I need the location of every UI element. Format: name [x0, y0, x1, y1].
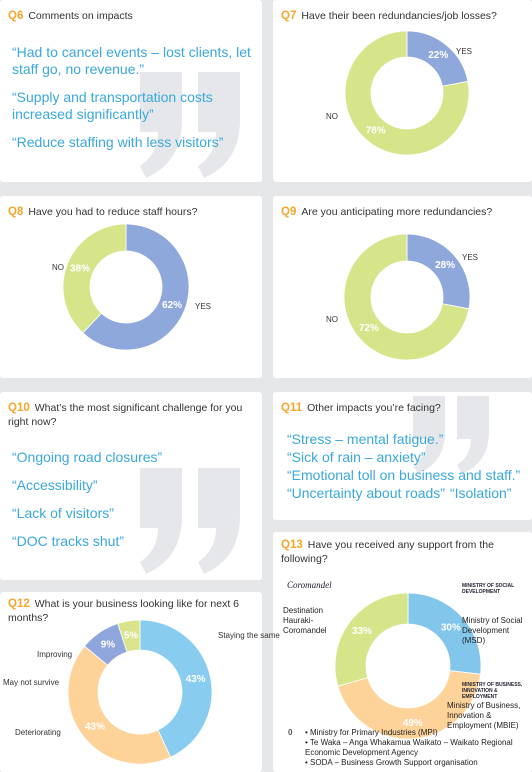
support-item: Ministry for Primary Industries (MPI) — [305, 728, 530, 738]
value-label: 78% — [366, 125, 386, 136]
support-item: SODA – Business Growth Support organisat… — [305, 758, 530, 768]
value-label: 5% — [124, 630, 139, 641]
quote: “DOC tracks shut” — [12, 533, 125, 549]
logo: MINISTRY OF SOCIAL DEVELOPMENT — [462, 583, 515, 595]
quote: “Sick of rain – anxiety” — [287, 449, 426, 465]
value-label: 9% — [101, 639, 116, 650]
value-label: 38% — [70, 263, 90, 274]
category-label: Improving — [37, 650, 72, 659]
quote: “Had to cancel events – lost clients, le… — [12, 44, 251, 77]
panel: Q6 Comments on impacts “Had to cancel eve… — [0, 0, 262, 182]
value-label: 22% — [428, 50, 448, 61]
donut-segment — [117, 619, 141, 653]
question-number: Q8 — [8, 206, 24, 218]
question-number: Q12 — [8, 598, 30, 610]
donut-segment — [67, 645, 172, 765]
category-label: NO — [326, 315, 338, 324]
donut-segment — [62, 223, 127, 334]
value-label: 62% — [162, 300, 182, 311]
quotes: “Stress – mental fatigue.” “Sick of rain … — [287, 431, 527, 503]
donut-segment — [343, 233, 470, 361]
category-label: Deteriorating — [15, 728, 61, 737]
question-number: Q6 — [8, 10, 24, 22]
panel: Q11 Other impacts you’re facing? “Stress … — [273, 392, 532, 520]
category-label: Staying the same — [218, 631, 280, 640]
category-label: YES — [456, 47, 472, 56]
quote: “Stress – mental fatigue.” — [287, 431, 444, 447]
donut-segment — [139, 619, 213, 758]
value-label: 30% — [441, 622, 461, 633]
quote-decoration — [140, 72, 240, 178]
question: Q6 Comments on impacts — [8, 9, 133, 23]
question: Q13 Have you received any support from th… — [281, 538, 511, 566]
question-text: What is your business looking like for n… — [8, 598, 240, 624]
quote: “Accessibility” — [12, 477, 98, 493]
value-label: 28% — [435, 260, 455, 271]
question-number: Q11 — [281, 402, 303, 414]
category-label: Ministry of Social Development (MSD) — [462, 616, 523, 645]
value-label: 43% — [85, 722, 105, 733]
quotes: “Ongoing road closures” “Accessibility” “L… — [12, 449, 232, 561]
question-text: What’s the most significant challenge fo… — [8, 402, 243, 428]
quote: “Reduce staffing with less visitors” — [12, 134, 224, 150]
zero-list: Ministry for Primary Industries (MPI)Te … — [292, 728, 530, 768]
question: Q9 Are you anticipating more redundancies… — [281, 205, 492, 219]
question-number: Q7 — [281, 10, 297, 22]
support-item: Te Waka – Anga Whakamua Waikato – Waikat… — [305, 738, 530, 758]
question: Q12 What is your business looking like fo… — [8, 597, 258, 625]
question-text: Are you anticipating more redundancies? — [301, 206, 493, 218]
question: Q11 Other impacts you’re facing? — [281, 401, 441, 415]
quotes: “Had to cancel events – lost clients, le… — [12, 44, 252, 162]
question-number: Q10 — [8, 402, 30, 414]
value-label: 33% — [352, 626, 372, 637]
question-text: Comments on impacts — [28, 10, 133, 22]
category-label: YES — [195, 302, 211, 311]
value-label: 72% — [359, 323, 379, 334]
question-number: Q13 — [281, 539, 303, 551]
quote: “Uncertainty about roads” — [287, 485, 445, 501]
value-label: 43% — [186, 674, 206, 685]
question: Q7 Have their been redundancies/job losse… — [281, 9, 497, 23]
donut-segment — [337, 670, 481, 740]
question-number: Q9 — [281, 206, 297, 218]
category-label: Ministry of Business, Innovation & Emplo… — [447, 701, 521, 730]
question: Q10 What’s the most significant challenge… — [8, 401, 248, 429]
donut-segment — [344, 30, 470, 156]
quote: “Ongoing road closures” — [12, 449, 163, 465]
logo: MINISTRY OF BUSINESS, INNOVATION & EMPLO… — [462, 682, 523, 700]
zero-value: 0 — [288, 728, 293, 737]
question-text: Have you received any support from the f… — [281, 539, 494, 565]
category-label: Destination Hauraki-Coromandel — [283, 606, 327, 635]
quote: “Emotional toll on business and staff.” — [287, 467, 521, 483]
quote-decoration — [140, 468, 240, 574]
question-text: Have you had to reduce staff hours? — [28, 206, 198, 218]
category-label: May not survive — [3, 678, 60, 687]
logo: Coromandel — [287, 580, 332, 590]
question: Q8 Have you had to reduce staff hours? — [8, 205, 197, 219]
quote: “Supply and transportation costs increas… — [12, 89, 213, 122]
donut-segment — [334, 592, 409, 687]
donut-segment — [82, 223, 190, 351]
panel: Q10 What’s the most significant challenge… — [0, 392, 262, 580]
zero-support: 0Ministry for Primary Industries (MPI)Te… — [288, 728, 513, 767]
donut-segment — [406, 233, 471, 310]
value-label: 49% — [403, 718, 423, 729]
question-text: Have their been redundancies/job losses? — [301, 10, 497, 22]
quote-decoration — [413, 396, 489, 474]
question-text: Other impacts you’re facing? — [307, 402, 441, 414]
quote: “Lack of visitors” — [12, 505, 114, 521]
quote: “Isolation” — [449, 485, 512, 501]
category-label: NO — [326, 112, 338, 121]
category-label: NO — [52, 263, 64, 272]
category-label: YES — [462, 253, 478, 262]
